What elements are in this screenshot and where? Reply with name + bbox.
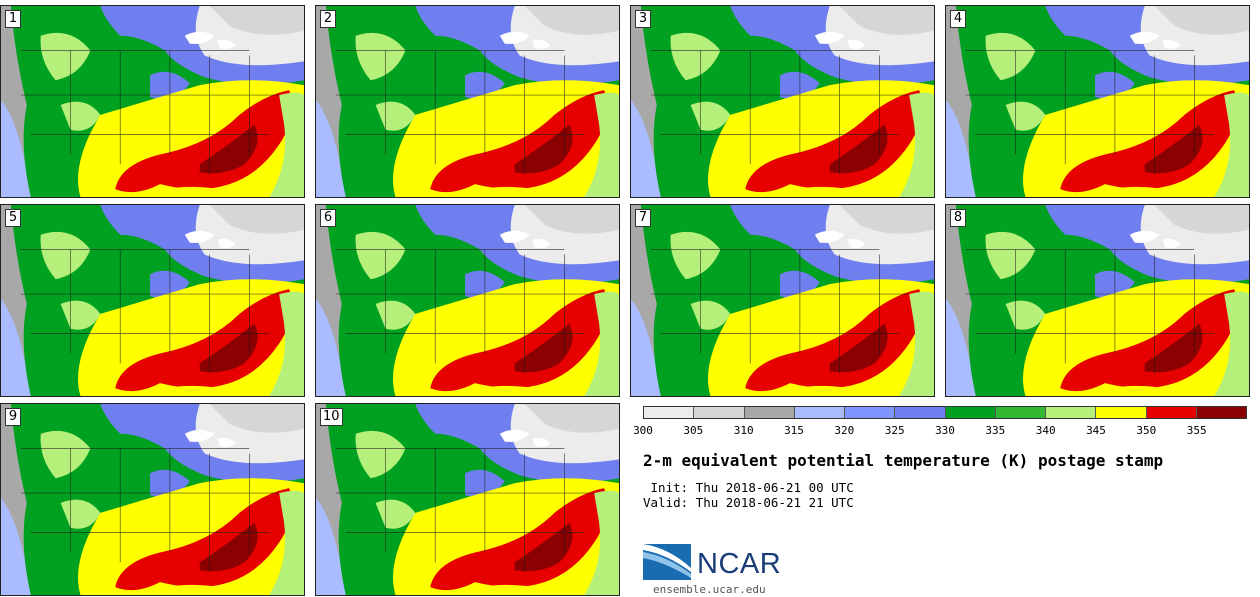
colorbar-swatch	[844, 407, 895, 418]
colorbar-swatch	[1095, 407, 1146, 418]
postage-stamp-map: 6	[315, 204, 620, 397]
colorbar-tick-label: 335	[985, 424, 1006, 437]
colorbar-tick-label: 340	[1035, 424, 1056, 437]
stamp-map-image	[946, 6, 1249, 197]
stamp-map-image	[946, 205, 1249, 396]
colorbar-tick-label: 300	[633, 424, 653, 437]
postage-stamp-map: 8	[945, 204, 1250, 397]
stamp-member-label: 2	[320, 10, 336, 28]
stamp-member-label: 5	[5, 209, 21, 227]
colorbar-tick-label: 330	[935, 424, 955, 437]
colorbar-swatch	[894, 407, 945, 418]
colorbar-tick-label: 320	[834, 424, 855, 437]
stamp-member-label: 10	[320, 408, 343, 426]
stamp-map-image	[1, 205, 304, 396]
stamp-map-image	[316, 205, 619, 396]
colorbar-swatch	[1195, 407, 1246, 418]
ncar-logo-icon	[643, 544, 691, 580]
stamp-member-label: 9	[5, 408, 21, 426]
colorbar	[643, 406, 1247, 419]
postage-stamp-map: 1	[0, 5, 305, 198]
ncar-logo-text: NCAR	[697, 548, 782, 580]
postage-stamp-map: 7	[630, 204, 935, 397]
colorbar-tick-label: 305	[683, 424, 704, 437]
colorbar-tick-label: 345	[1086, 424, 1106, 437]
colorbar-tick-label: 350	[1136, 424, 1157, 437]
colorbar-swatch	[1045, 407, 1096, 418]
stamp-member-label: 7	[635, 209, 651, 227]
stamp-map-image	[316, 6, 619, 197]
stamp-member-label: 4	[950, 10, 966, 28]
postage-stamp-map: 4	[945, 5, 1250, 198]
stamp-member-label: 3	[635, 10, 651, 28]
colorbar-tick-label: 325	[884, 424, 905, 437]
init-time: Init: Thu 2018-06-21 00 UTC	[643, 480, 854, 495]
stamp-map-image	[1, 404, 304, 595]
valid-time: Valid: Thu 2018-06-21 21 UTC	[643, 495, 854, 510]
site-url: ensemble.ucar.edu	[653, 583, 766, 596]
stamp-member-label: 6	[320, 209, 336, 227]
map-title: 2-m equivalent potential temperature (K)…	[643, 451, 1164, 470]
stamp-member-label: 1	[5, 10, 21, 28]
colorbar-swatch	[944, 407, 995, 418]
stamp-map-image	[1, 6, 304, 197]
postage-stamp-map: 2	[315, 5, 620, 198]
postage-stamp-map: 10	[315, 403, 620, 596]
colorbar-swatch	[793, 407, 844, 418]
stamp-member-label: 8	[950, 209, 966, 227]
postage-stamp-map: 5	[0, 204, 305, 397]
postage-stamp-map: 3	[630, 5, 935, 198]
stamp-map-image	[631, 205, 934, 396]
stamp-map-image	[631, 6, 934, 197]
colorbar-swatch	[644, 407, 694, 418]
colorbar-swatch	[743, 407, 794, 418]
colorbar-swatch	[1145, 407, 1196, 418]
colorbar-tick-label: 355	[1186, 424, 1207, 437]
colorbar-tick-label: 310	[733, 424, 754, 437]
colorbar-ticks: 300 305 310 315 320 325 330 335 340 345 350 355	[633, 424, 1247, 438]
stamp-map-image	[316, 404, 619, 595]
colorbar-swatch	[994, 407, 1045, 418]
colorbar-tick-label: 315	[784, 424, 804, 437]
colorbar-swatch	[693, 407, 744, 418]
postage-stamp-map: 9	[0, 403, 305, 596]
